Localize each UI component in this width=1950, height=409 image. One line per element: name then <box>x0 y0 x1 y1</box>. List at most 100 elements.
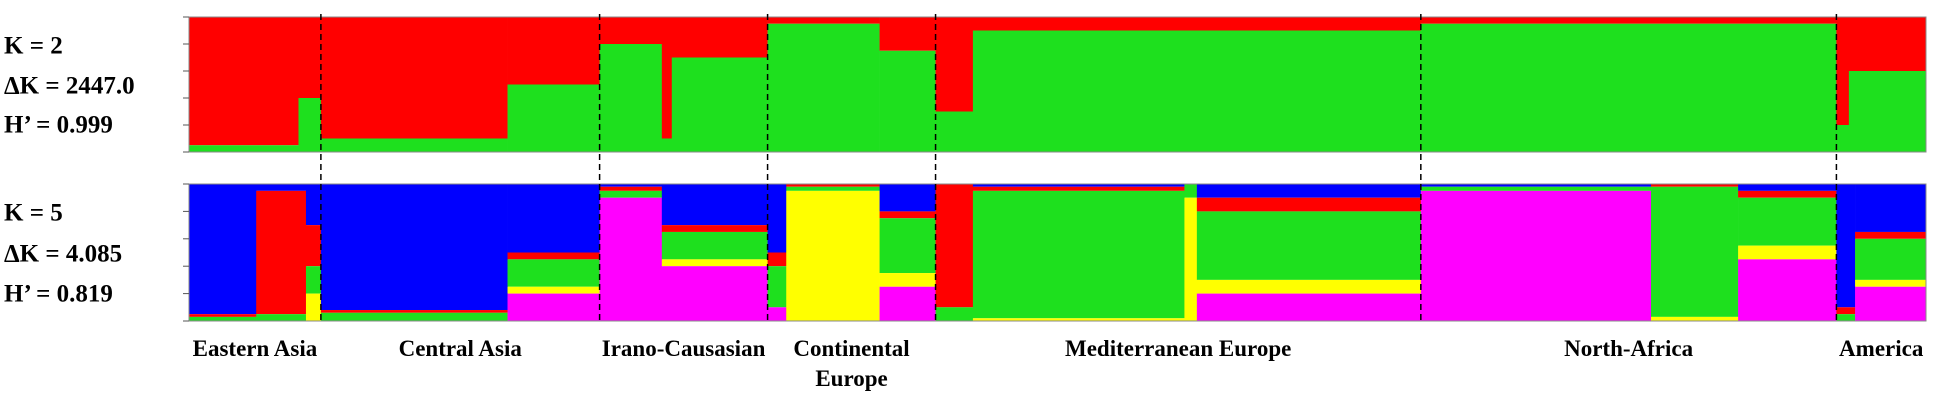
ancestry-segment <box>305 266 322 294</box>
ancestry-segment <box>935 307 974 321</box>
ancestry-segment <box>305 293 322 321</box>
ancestry-segment <box>879 218 936 274</box>
group-label: Eastern Asia <box>192 336 318 361</box>
ancestry-segment <box>305 184 322 226</box>
ancestry-segment <box>661 138 673 152</box>
ancestry-segment <box>1836 307 1856 315</box>
ancestry-segment <box>507 184 600 253</box>
ancestry-segment <box>972 190 1185 319</box>
ancestry-segment <box>879 184 936 212</box>
ancestry-segment <box>935 17 974 112</box>
ancestry-segment <box>879 211 936 219</box>
ancestry-segment <box>507 286 600 294</box>
ancestry-segment <box>1420 184 1652 187</box>
ancestry-segment <box>320 310 508 313</box>
ancestry-segment <box>661 266 768 321</box>
ancestry-segment <box>189 316 257 321</box>
stat-label: H’ = 0.819 <box>4 281 113 308</box>
ancestry-segment <box>935 111 974 152</box>
stat-label: ΔK = 2447.0 <box>4 73 135 100</box>
ancestry-segment <box>767 17 880 24</box>
ancestry-segment <box>1420 190 1652 321</box>
ancestry-segment <box>1855 231 1927 239</box>
ancestry-segment <box>1738 184 1837 191</box>
stat-label: K = 2 <box>4 33 63 60</box>
ancestry-segment <box>507 259 600 287</box>
ancestry-segment <box>256 314 307 321</box>
ancestry-segment <box>1738 190 1837 198</box>
ancestry-segment <box>767 307 787 321</box>
ancestry-segment <box>1651 184 1739 187</box>
ancestry-segment <box>507 293 600 321</box>
ancestry-segment <box>972 17 1422 31</box>
ancestry-segment <box>298 98 322 152</box>
ancestry-segment <box>661 259 768 267</box>
group-label: Central Asia <box>398 336 522 361</box>
ancestry-segment <box>1196 293 1422 321</box>
ancestry-segment <box>786 184 880 187</box>
ancestry-segment <box>1420 17 1837 24</box>
ancestry-segment <box>189 314 257 317</box>
ancestry-segment <box>671 57 768 152</box>
ancestry-segment <box>507 17 600 85</box>
ancestry-segment <box>305 225 322 267</box>
ancestry-segment <box>661 17 673 139</box>
ancestry-segment <box>767 23 880 152</box>
ancestry-segment <box>972 30 1422 152</box>
group-label: Continental Europe <box>793 336 910 391</box>
ancestry-segment <box>1836 125 1850 152</box>
ancestry-segment <box>1738 259 1837 321</box>
ancestry-segment <box>599 17 663 44</box>
ancestry-segment <box>1836 184 1856 308</box>
ancestry-segment <box>320 138 508 152</box>
ancestry-segment <box>320 184 508 311</box>
ancestry-segment <box>661 225 768 232</box>
ancestry-segment <box>1184 197 1198 321</box>
ancestry-segment <box>972 318 1185 321</box>
ancestry-segment <box>189 145 299 152</box>
ancestry-segment <box>1855 279 1927 287</box>
ancestry-segment <box>767 184 787 253</box>
ancestry-segment <box>1420 186 1652 191</box>
ancestry-segment <box>972 186 1185 191</box>
ancestry-segment <box>1836 314 1856 321</box>
ancestry-segment <box>256 190 307 315</box>
ancestry-segment <box>599 184 663 187</box>
panel-frame <box>188 16 1927 153</box>
ancestry-segment <box>1184 184 1198 198</box>
ancestry-segment <box>1855 184 1927 232</box>
ancestry-segment <box>599 186 663 191</box>
stat-label: H’ = 0.999 <box>4 112 113 139</box>
group-label: North-Africa <box>1564 336 1694 361</box>
ancestry-segment <box>298 17 322 98</box>
ancestry-segment <box>1196 197 1422 212</box>
ancestry-segment <box>189 17 299 146</box>
ancestry-segment <box>1196 211 1422 280</box>
ancestry-segment <box>599 197 663 321</box>
ancestry-segment <box>599 190 663 198</box>
group-label: Mediterranean Europe <box>1064 336 1292 361</box>
ancestry-segment <box>1836 17 1850 125</box>
ancestry-segment <box>1651 316 1739 321</box>
ancestry-segment <box>786 186 880 191</box>
ancestry-segment <box>879 286 936 321</box>
ancestry-segment <box>189 184 257 315</box>
stat-label: K = 5 <box>4 200 63 227</box>
ancestry-segment <box>599 44 663 152</box>
ancestry-segment <box>661 231 768 260</box>
ancestry-segment <box>935 184 974 308</box>
stat-label: ΔK = 4.085 <box>4 241 122 268</box>
ancestry-segment <box>256 184 307 191</box>
ancestry-segment <box>1196 279 1422 294</box>
ancestry-segment <box>879 50 936 152</box>
ancestry-segment <box>786 190 880 321</box>
ancestry-segment <box>507 252 600 260</box>
ancestry-segment <box>671 17 768 58</box>
ancestry-segment <box>1738 245 1837 260</box>
ancestry-segment <box>767 266 787 308</box>
ancestry-segment <box>1196 184 1422 198</box>
panel-frame <box>188 183 1927 322</box>
ancestry-segment <box>1855 286 1927 321</box>
